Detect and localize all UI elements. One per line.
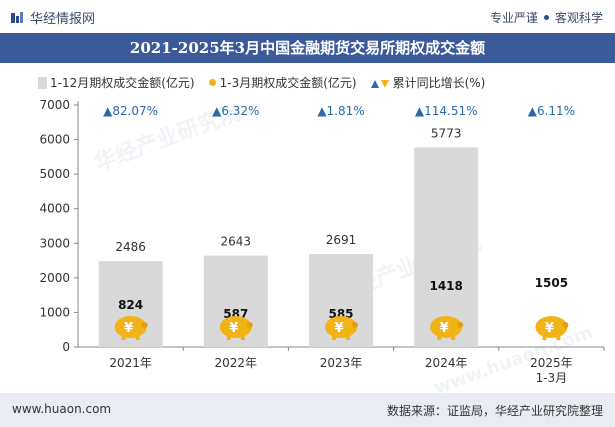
legend-triangle-icon <box>370 78 389 88</box>
x-tick-label: 2023年 <box>320 356 363 370</box>
slogan: 专业严谨 客观科学 <box>490 9 603 26</box>
footer-site: www.huaon.com <box>12 402 112 416</box>
piggy-leg-icon <box>451 334 456 340</box>
x-tick-label: 2024年 <box>425 356 468 370</box>
bar-annual-label: 5773 <box>431 126 462 140</box>
bar-annual-label: 2691 <box>326 233 357 247</box>
legend-label-quarter: 1-3月期权成交金额(亿元) <box>219 76 357 90</box>
footer: www.huaon.com 数据来源：证监局，华经产业研究院整理 <box>0 393 615 427</box>
piggy-snout-icon <box>457 322 464 328</box>
y-tick-label: 4000 <box>39 202 70 216</box>
growth-label: ▲82.07% <box>103 104 158 118</box>
y-tick-label: 5000 <box>39 167 70 181</box>
chart-title: 2021-2025年3月中国金融期货交易所期权成交金额 <box>0 33 615 63</box>
chart-area: 0 1000 2000 3000 4000 5000 6000 7000 2021年 2486 82… <box>39 98 605 385</box>
piggy-leg-icon <box>346 334 350 340</box>
piggy-icon <box>325 316 357 338</box>
bar-annual-label: 2486 <box>115 240 146 254</box>
piggy-leg-icon <box>542 334 547 340</box>
brand-name: 华经情报网 <box>30 12 96 27</box>
slogan-left: 专业严谨 <box>489 11 538 25</box>
piggy-icon <box>219 316 252 338</box>
growth-label: ▲1.81% <box>317 104 364 118</box>
legend-swatch-coin <box>208 79 216 86</box>
y-tick-label: 6000 <box>39 133 70 147</box>
piggy-leg-icon <box>226 334 231 340</box>
piggy-snout-icon <box>562 322 569 328</box>
yen-icon: ¥ <box>229 321 238 336</box>
brand-logo-icon <box>11 11 23 23</box>
piggy-icon <box>114 316 147 338</box>
y-tick-label: 1000 <box>39 305 70 319</box>
growth-label: ▲6.11% <box>528 104 575 118</box>
footer-source: 数据来源：证监局，华经产业研究院整理 <box>386 404 603 418</box>
quarter-value-label: 824 <box>118 298 143 312</box>
yen-icon: ¥ <box>545 321 554 336</box>
piggy-snout-icon <box>141 322 148 328</box>
legend-label-growth: 累计同比增长(%) <box>392 76 486 90</box>
piggy-icon <box>535 316 568 338</box>
x-tick-label: 2021年 <box>109 356 152 370</box>
slogan-right: 客观科学 <box>554 11 603 25</box>
growth-label: ▲6.32% <box>212 104 259 118</box>
piggy-leg-icon <box>240 334 245 340</box>
piggy-icon <box>430 316 463 338</box>
bar-annual-label: 2643 <box>221 235 252 249</box>
x-tick-label: 2022年 <box>215 356 258 370</box>
bar-annual <box>414 147 479 347</box>
piggy-snout-icon <box>352 322 358 328</box>
quarter-value-label: 1505 <box>535 276 568 290</box>
piggy-snout-icon <box>246 322 253 328</box>
legend: 1-12月期权成交金额(亿元) 1-3月期权成交金额(亿元) 累计同比增长(%) <box>38 74 499 91</box>
piggy-leg-icon <box>121 334 126 340</box>
legend-item-annual: 1-12月期权成交金额(亿元) <box>38 74 195 91</box>
piggy-leg-icon <box>332 334 336 340</box>
quarter-value-label: 1418 <box>429 279 462 293</box>
slogan-dot-icon <box>543 15 549 20</box>
y-tick-label: 3000 <box>39 236 70 250</box>
x-tick-label: 1-3月 <box>536 371 568 385</box>
yen-icon: ¥ <box>440 321 449 336</box>
yen-icon: ¥ <box>334 321 343 336</box>
y-tick-label: 7000 <box>39 98 70 112</box>
piggy-leg-icon <box>437 334 442 340</box>
x-tick-label: 2025年 <box>530 356 573 370</box>
legend-item-growth: 累计同比增长(%) <box>370 74 486 91</box>
yen-icon: ¥ <box>124 321 133 336</box>
top-bar: 华经情报网 专业严谨 客观科学 <box>0 0 615 33</box>
y-tick-label: 2000 <box>39 271 70 285</box>
legend-swatch-bar <box>38 76 47 89</box>
brand: 华经情报网 <box>10 8 95 27</box>
legend-label-annual: 1-12月期权成交金额(亿元) <box>50 76 195 90</box>
legend-item-quarter: 1-3月期权成交金额(亿元) <box>208 74 357 91</box>
piggy-leg-icon <box>135 334 140 340</box>
growth-label: ▲114.51% <box>415 104 478 118</box>
piggy-leg-icon <box>556 334 561 340</box>
y-tick-label: 0 <box>62 340 70 354</box>
